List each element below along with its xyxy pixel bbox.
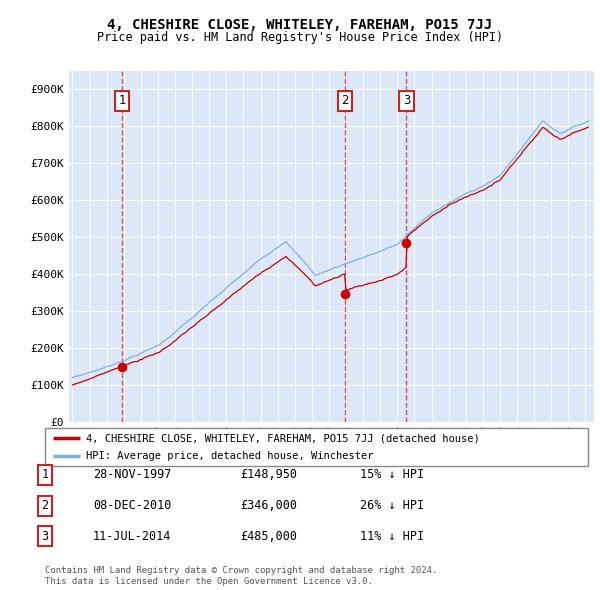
Text: HPI: Average price, detached house, Winchester: HPI: Average price, detached house, Winc…: [86, 451, 373, 461]
Text: 4, CHESHIRE CLOSE, WHITELEY, FAREHAM, PO15 7JJ: 4, CHESHIRE CLOSE, WHITELEY, FAREHAM, PO…: [107, 18, 493, 32]
Text: 15% ↓ HPI: 15% ↓ HPI: [360, 468, 424, 481]
Text: 1: 1: [118, 94, 126, 107]
FancyBboxPatch shape: [45, 428, 588, 466]
Text: Price paid vs. HM Land Registry's House Price Index (HPI): Price paid vs. HM Land Registry's House …: [97, 31, 503, 44]
Text: This data is licensed under the Open Government Licence v3.0.: This data is licensed under the Open Gov…: [45, 577, 373, 586]
Text: £346,000: £346,000: [240, 499, 297, 512]
Text: 11% ↓ HPI: 11% ↓ HPI: [360, 530, 424, 543]
Text: 4, CHESHIRE CLOSE, WHITELEY, FAREHAM, PO15 7JJ (detached house): 4, CHESHIRE CLOSE, WHITELEY, FAREHAM, PO…: [86, 433, 479, 443]
Text: 1: 1: [41, 468, 49, 481]
Text: 2: 2: [341, 94, 349, 107]
Text: £485,000: £485,000: [240, 530, 297, 543]
Text: 3: 3: [41, 530, 49, 543]
Text: 11-JUL-2014: 11-JUL-2014: [93, 530, 172, 543]
Text: Contains HM Land Registry data © Crown copyright and database right 2024.: Contains HM Land Registry data © Crown c…: [45, 566, 437, 575]
Text: 28-NOV-1997: 28-NOV-1997: [93, 468, 172, 481]
Text: £148,950: £148,950: [240, 468, 297, 481]
Text: 08-DEC-2010: 08-DEC-2010: [93, 499, 172, 512]
Text: 3: 3: [403, 94, 410, 107]
Text: 26% ↓ HPI: 26% ↓ HPI: [360, 499, 424, 512]
Text: 2: 2: [41, 499, 49, 512]
